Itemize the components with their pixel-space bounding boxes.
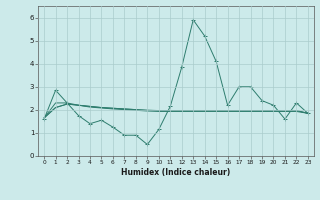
X-axis label: Humidex (Indice chaleur): Humidex (Indice chaleur) bbox=[121, 168, 231, 177]
